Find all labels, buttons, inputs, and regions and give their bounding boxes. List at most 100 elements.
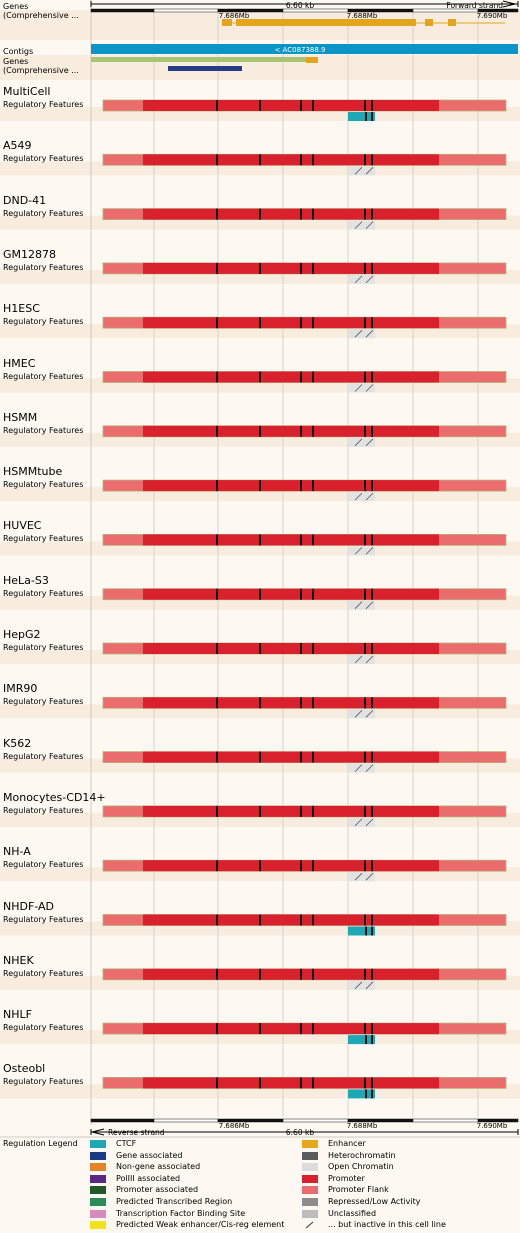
ctcf-inactive-box bbox=[348, 600, 375, 610]
promoter bbox=[143, 968, 439, 980]
inactive-hatch bbox=[354, 275, 363, 284]
inactive-hatch bbox=[354, 872, 363, 881]
gene-exon bbox=[448, 19, 456, 26]
feature-mark bbox=[259, 588, 261, 600]
ctcf-inactive-box bbox=[348, 709, 375, 719]
promoter bbox=[143, 697, 439, 709]
feature-mark bbox=[300, 1023, 302, 1035]
ctcf-inactive-box bbox=[348, 546, 375, 556]
feature-mark bbox=[300, 643, 302, 654]
inactive-hatch bbox=[365, 167, 374, 175]
feature-mark bbox=[371, 262, 373, 274]
inactive-hatch bbox=[365, 601, 374, 609]
feature-mark bbox=[216, 154, 218, 166]
feature-mark bbox=[312, 534, 314, 546]
feature-mark bbox=[300, 480, 302, 492]
feature-mark bbox=[259, 643, 261, 654]
inactive-hatch bbox=[365, 818, 374, 827]
promoter bbox=[143, 860, 439, 872]
feature-mark bbox=[371, 317, 373, 329]
ctcf-inactive-box bbox=[348, 872, 375, 882]
gene-orange bbox=[306, 57, 318, 63]
promoter bbox=[143, 371, 439, 383]
feature-mark bbox=[300, 317, 302, 329]
ctcf-inactive-box bbox=[348, 220, 375, 230]
feature-mark bbox=[300, 968, 302, 980]
feature-mark bbox=[371, 751, 373, 763]
inactive-hatch bbox=[354, 655, 363, 664]
inactive-hatch bbox=[365, 275, 374, 284]
feature-mark bbox=[216, 208, 218, 220]
bottom-scale-label: 6.60 kb bbox=[286, 1128, 314, 1137]
ruler-segment bbox=[412, 1118, 479, 1123]
feature-mark bbox=[216, 805, 218, 817]
promoter bbox=[143, 425, 439, 437]
feature-mark bbox=[371, 805, 373, 817]
feature-mark bbox=[300, 154, 302, 166]
feature-mark bbox=[371, 371, 373, 383]
ctcf-mark bbox=[365, 112, 367, 121]
feature-mark bbox=[364, 860, 366, 872]
ruler-segment bbox=[477, 8, 519, 13]
feature-mark bbox=[312, 968, 314, 980]
feature-mark bbox=[312, 262, 314, 274]
feature-mark bbox=[364, 751, 366, 763]
gene-green bbox=[91, 57, 306, 62]
inactive-hatch bbox=[354, 492, 363, 501]
ctcf-mark bbox=[371, 112, 373, 121]
feature-mark bbox=[364, 697, 366, 709]
inactive-hatch bbox=[365, 764, 374, 772]
promoter bbox=[143, 100, 439, 111]
feature-mark bbox=[371, 208, 373, 220]
feature-mark bbox=[371, 534, 373, 546]
feature-mark bbox=[216, 914, 218, 926]
ctcf-box bbox=[348, 1089, 375, 1099]
promoter bbox=[143, 805, 439, 817]
feature-mark bbox=[216, 425, 218, 437]
ruler-segment bbox=[282, 8, 349, 13]
feature-mark bbox=[259, 100, 261, 111]
inactive-hatch bbox=[354, 384, 363, 392]
feature-mark bbox=[364, 588, 366, 600]
promoter bbox=[143, 751, 439, 763]
ctcf-inactive-box bbox=[348, 437, 375, 447]
feature-mark bbox=[300, 751, 302, 763]
inactive-hatch bbox=[354, 167, 363, 175]
feature-mark bbox=[364, 1023, 366, 1035]
feature-mark bbox=[259, 208, 261, 220]
feature-mark bbox=[300, 805, 302, 817]
feature-mark bbox=[364, 208, 366, 220]
ctcf-box bbox=[348, 1035, 375, 1045]
feature-mark bbox=[259, 262, 261, 274]
ruler-segment bbox=[90, 8, 155, 13]
feature-mark bbox=[300, 262, 302, 274]
feature-mark bbox=[312, 643, 314, 654]
feature-mark bbox=[259, 480, 261, 492]
feature-mark bbox=[259, 805, 261, 817]
feature-mark bbox=[216, 262, 218, 274]
tick-label-2: 7.688Mb bbox=[347, 12, 378, 20]
ctcf-mark bbox=[371, 926, 373, 936]
promoter bbox=[143, 534, 439, 546]
feature-mark bbox=[259, 968, 261, 980]
feature-mark bbox=[216, 371, 218, 383]
ruler-segment bbox=[477, 1118, 519, 1123]
contig-name: < AC087388.9 bbox=[274, 46, 325, 54]
feature-mark bbox=[259, 1023, 261, 1035]
top-scale-label: 6.60 kb bbox=[286, 1, 314, 10]
feature-mark bbox=[312, 860, 314, 872]
top-strand-label: Forward strand bbox=[446, 1, 503, 10]
feature-mark bbox=[216, 968, 218, 980]
feature-mark bbox=[300, 914, 302, 926]
gene-dark bbox=[168, 66, 242, 71]
promoter bbox=[143, 643, 439, 654]
ctcf-box bbox=[348, 112, 375, 121]
feature-mark bbox=[371, 1077, 373, 1089]
ctcf-inactive-box bbox=[348, 492, 375, 502]
bottom-tick-label-3: 7.690Mb bbox=[477, 1122, 508, 1130]
promoter bbox=[143, 262, 439, 274]
feature-mark bbox=[216, 534, 218, 546]
promoter bbox=[143, 154, 439, 166]
